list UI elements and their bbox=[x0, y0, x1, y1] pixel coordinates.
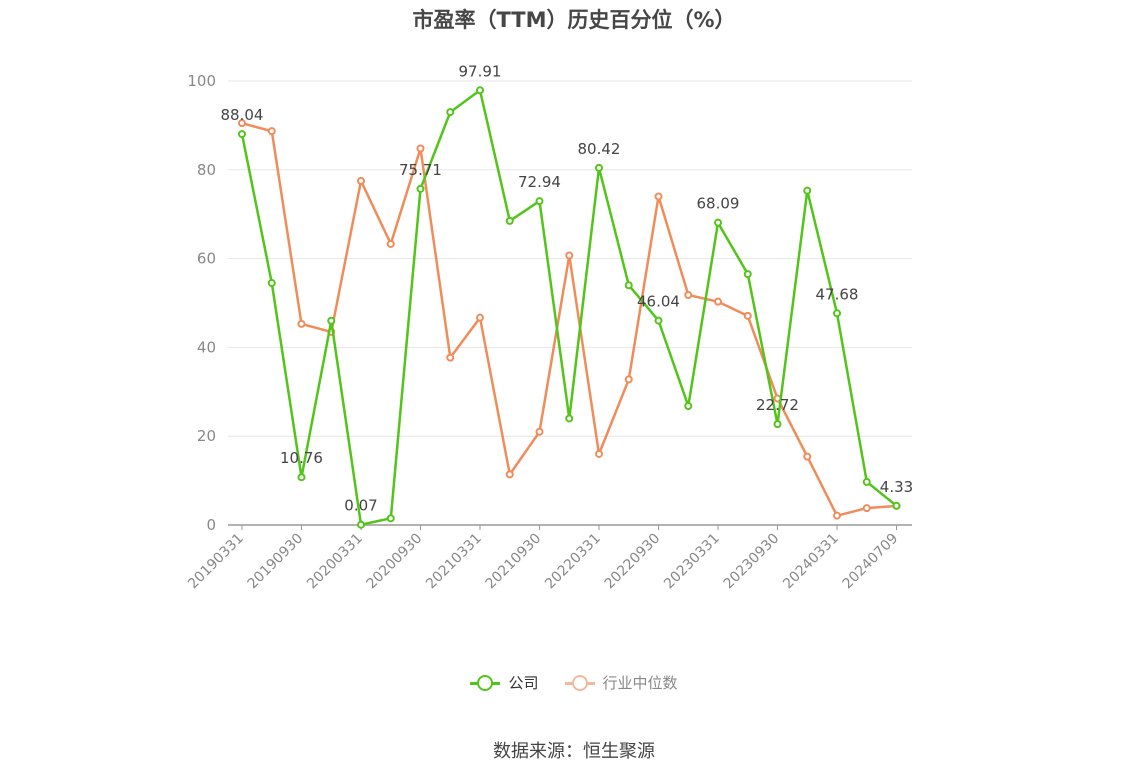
industry-point bbox=[446, 353, 455, 362]
y-tick-label: 0 bbox=[206, 516, 216, 534]
company-point bbox=[654, 316, 663, 325]
industry-point bbox=[595, 449, 603, 458]
company-point bbox=[357, 520, 365, 529]
company-point bbox=[773, 420, 782, 429]
legend-industry-swatch-icon bbox=[564, 674, 595, 691]
company-point bbox=[416, 184, 425, 193]
company-point bbox=[238, 130, 246, 139]
industry-point bbox=[654, 192, 663, 201]
data-label: 75.71 bbox=[399, 161, 442, 179]
y-tick-label: 40 bbox=[197, 338, 216, 356]
industry-point bbox=[624, 375, 633, 384]
company-point bbox=[386, 514, 395, 523]
industry-point bbox=[833, 511, 841, 520]
industry-point bbox=[267, 127, 276, 136]
legend-company-label: 公司 bbox=[508, 674, 539, 692]
data-label: 72.94 bbox=[518, 173, 561, 191]
x-tick-label: 20210930 bbox=[483, 531, 545, 593]
x-tick-label: 20230930 bbox=[721, 531, 783, 593]
legend-item-company[interactable]: 公司 bbox=[470, 672, 539, 693]
data-label: 80.42 bbox=[578, 140, 621, 158]
company-point bbox=[476, 86, 484, 95]
line-chart: 0 20 40 60 80 100 2019033120190930202003312020… bbox=[185, 62, 914, 592]
company-point bbox=[535, 197, 544, 206]
y-tick-label: 80 bbox=[197, 161, 216, 179]
data-label: 0.07 bbox=[344, 497, 377, 515]
series-line-industry bbox=[241, 121, 897, 517]
industry-point bbox=[297, 319, 306, 328]
industry-point bbox=[505, 470, 514, 479]
industry-point bbox=[238, 119, 246, 128]
company-point bbox=[803, 186, 812, 195]
data-label: 68.09 bbox=[697, 195, 740, 213]
legend-item-industry[interactable]: 行业中位数 bbox=[564, 672, 678, 693]
industry-point bbox=[862, 504, 871, 513]
industry-point bbox=[714, 297, 722, 306]
company-point bbox=[565, 414, 574, 423]
company-point bbox=[714, 218, 722, 227]
series-layer bbox=[238, 86, 901, 529]
legend: 公司 行业中位数 bbox=[0, 672, 1148, 693]
y-tick-label: 20 bbox=[197, 427, 216, 445]
industry-point bbox=[476, 313, 484, 322]
company-point bbox=[297, 473, 306, 482]
data-source: 数据来源：恒生聚源 bbox=[493, 741, 655, 762]
company-point bbox=[595, 163, 603, 172]
x-tick-label: 20210331 bbox=[423, 531, 485, 593]
industry-point bbox=[386, 239, 395, 248]
industry-point bbox=[803, 452, 812, 461]
company-point bbox=[892, 501, 901, 510]
company-point bbox=[505, 216, 514, 225]
company-point bbox=[446, 108, 455, 117]
x-tick-label: 20230331 bbox=[661, 531, 723, 593]
company-point bbox=[624, 281, 633, 290]
data-label: 22.72 bbox=[756, 396, 799, 414]
company-point bbox=[833, 309, 841, 318]
industry-point bbox=[565, 251, 574, 260]
x-tick-label: 20220930 bbox=[602, 531, 664, 593]
company-point bbox=[743, 270, 752, 279]
x-tick-label: 20190331 bbox=[185, 531, 247, 593]
data-label: 47.68 bbox=[816, 285, 859, 303]
industry-point bbox=[357, 176, 365, 185]
x-tick-label: 20200930 bbox=[364, 531, 426, 593]
data-label: 10.76 bbox=[280, 449, 323, 467]
industry-point bbox=[416, 144, 425, 153]
data-label: 88.04 bbox=[221, 106, 264, 124]
x-tick-label: 20220331 bbox=[542, 531, 604, 593]
company-point bbox=[862, 477, 871, 486]
y-tick-label: 60 bbox=[197, 250, 216, 268]
y-tick-label: 100 bbox=[187, 72, 216, 90]
data-label: 46.04 bbox=[637, 293, 680, 311]
x-tick-label: 20190930 bbox=[245, 531, 307, 593]
industry-point bbox=[684, 291, 693, 300]
x-tick-label: 20240709 bbox=[840, 531, 902, 593]
legend-company-swatch-icon bbox=[470, 674, 501, 691]
company-point bbox=[267, 279, 276, 288]
data-label: 97.91 bbox=[459, 62, 502, 80]
x-tick-label: 20200331 bbox=[304, 531, 366, 593]
industry-point bbox=[535, 427, 544, 436]
legend-industry-label: 行业中位数 bbox=[602, 674, 678, 692]
data-label: 4.33 bbox=[880, 478, 913, 496]
series-line-company bbox=[240, 89, 898, 526]
company-point bbox=[684, 402, 693, 411]
x-tick-label: 20240331 bbox=[780, 531, 842, 593]
chart-title: 市盈率（TTM）历史百分位（%） bbox=[412, 8, 736, 32]
company-point bbox=[327, 316, 336, 325]
industry-point bbox=[743, 311, 752, 320]
axis-layer: 0 20 40 60 80 100 2019033120190930202003312020… bbox=[185, 72, 912, 592]
data-label-layer: 88.04 10.76 0.07 75.71 97.91 72.94 80.42 46.04 6… bbox=[221, 62, 914, 514]
